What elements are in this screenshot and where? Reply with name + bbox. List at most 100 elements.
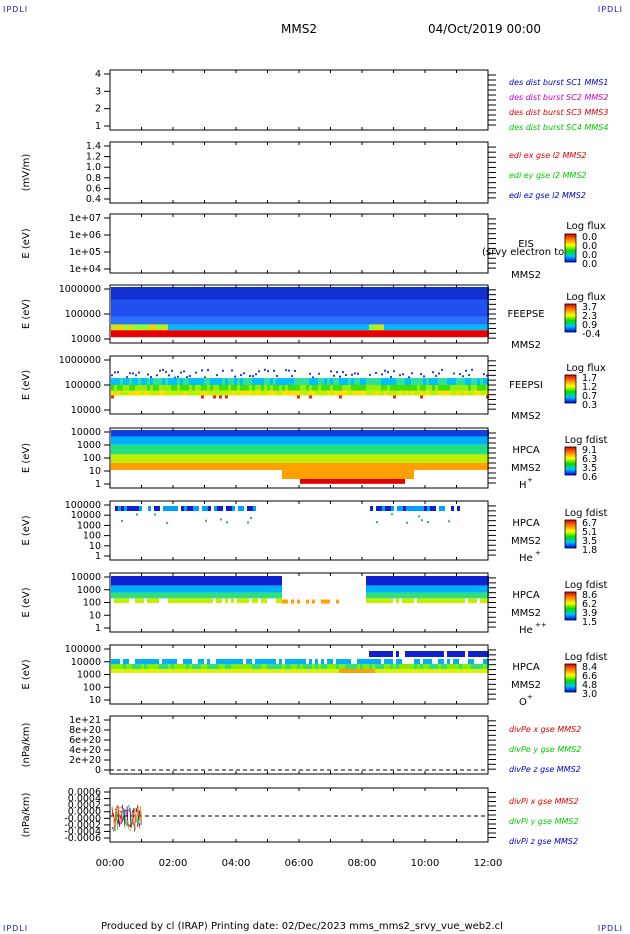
colorbar-tick-label: 0.9 — [582, 320, 597, 331]
spectro-cell — [456, 436, 459, 445]
spectro-cell — [468, 592, 471, 599]
spectro-cell — [159, 287, 162, 300]
spectro-cell — [342, 378, 345, 385]
spectro-cell — [234, 444, 237, 455]
spectro-cell — [465, 369, 467, 372]
spectro-cell — [423, 287, 426, 300]
spectro-cell — [369, 436, 372, 445]
spectro-cell — [219, 659, 222, 664]
spectro-cell — [480, 390, 483, 396]
spectro-cell — [351, 299, 354, 317]
y-tick-label: 0.4 — [86, 194, 101, 205]
spectro-cell — [141, 664, 144, 669]
spectro-cell — [468, 324, 471, 331]
spectro-cell — [429, 585, 432, 593]
spectro-cell — [414, 330, 417, 338]
spectro-cell — [357, 390, 360, 396]
spectro-cell — [315, 299, 318, 317]
spectro-cell — [138, 430, 141, 438]
spectro-cell — [195, 371, 197, 374]
spectro-cell — [423, 316, 426, 325]
spectro-cell — [240, 454, 243, 463]
x-tick-label: 12:00 — [474, 858, 503, 869]
spectro-cell — [183, 669, 186, 673]
spectro-cell — [420, 444, 423, 455]
spectro-cell — [420, 385, 423, 391]
spectro-cell — [312, 669, 315, 673]
spectro-cell — [408, 430, 411, 438]
spectro-cell — [117, 324, 120, 331]
spectro-cell — [468, 585, 471, 593]
divpi-trace — [123, 808, 126, 825]
spectro-cell — [366, 479, 369, 484]
spectro-cell — [168, 664, 171, 669]
spectro-cell — [144, 316, 147, 325]
spectro-cell — [219, 395, 222, 399]
spectro-cell — [333, 287, 336, 300]
spectro-cell — [387, 378, 390, 385]
spectro-cell — [447, 598, 450, 604]
spectro-cell — [429, 324, 432, 331]
spectro-cell — [342, 659, 345, 664]
spectro-cell — [390, 462, 393, 479]
colorbar-tick-label: 1.8 — [582, 545, 597, 556]
spectro-cell — [399, 479, 402, 484]
spectro-cell — [477, 436, 480, 445]
spectro-cell — [327, 479, 330, 484]
spectro-cell — [132, 592, 135, 599]
spectro-cell — [171, 444, 174, 455]
spectro-cell — [129, 299, 132, 317]
spectro-cell — [279, 378, 282, 385]
spectro-cell — [414, 378, 417, 385]
spectro-cell — [435, 436, 438, 445]
spectro-cell — [216, 374, 218, 377]
spectro-cell — [318, 372, 320, 375]
spectro-cell — [192, 436, 195, 445]
spectro-cell — [243, 444, 246, 455]
spectro-cell — [390, 585, 393, 593]
spectro-cell — [432, 664, 435, 669]
divpi-trace — [138, 809, 141, 817]
spectro-cell — [432, 330, 435, 338]
spectro-cell — [240, 444, 243, 455]
spectro-cell — [144, 287, 147, 300]
y-tick-label: 1000 — [77, 670, 101, 681]
spectro-cell — [135, 390, 138, 396]
spectro-cell — [219, 669, 222, 673]
y-tick-label: 1e+05 — [69, 247, 101, 258]
spectro-cell — [186, 454, 189, 463]
divpi-trace — [123, 808, 126, 812]
spectro-cell — [264, 669, 267, 673]
spectro-cell — [189, 287, 192, 300]
spectro-cell — [270, 585, 273, 593]
spectro-cell — [144, 576, 147, 587]
spectro-cell — [315, 330, 318, 338]
spectro-cell — [426, 390, 429, 396]
spectro-cell — [312, 376, 314, 379]
spectro-cell — [426, 299, 429, 317]
spectro-cell — [378, 585, 381, 593]
spectro-cell — [396, 598, 399, 604]
spectro-cell — [258, 324, 261, 331]
spectro-cell — [327, 378, 330, 385]
spectro-cell — [114, 390, 117, 396]
spectro-cell — [327, 444, 330, 455]
spectro-cell — [243, 430, 246, 438]
spectro-cell — [207, 430, 210, 438]
spectro-cell — [288, 436, 291, 445]
spectro-cell — [456, 287, 459, 300]
spectro-cell — [483, 659, 486, 664]
spectro-cell — [195, 585, 198, 593]
spectro-cell — [175, 506, 178, 511]
spectro-cell — [435, 454, 438, 463]
spectro-cell — [312, 378, 315, 385]
spectro-cell — [477, 299, 480, 317]
spectro-cell — [219, 299, 222, 317]
spectro-cell — [408, 651, 411, 657]
spectro-cell — [114, 664, 117, 669]
spectro-cell — [192, 592, 195, 599]
colorbar-tick-label: 9.1 — [582, 445, 597, 456]
spectro-cell — [168, 669, 171, 673]
spectro-cell — [474, 669, 477, 673]
spectro-cell — [222, 369, 224, 372]
